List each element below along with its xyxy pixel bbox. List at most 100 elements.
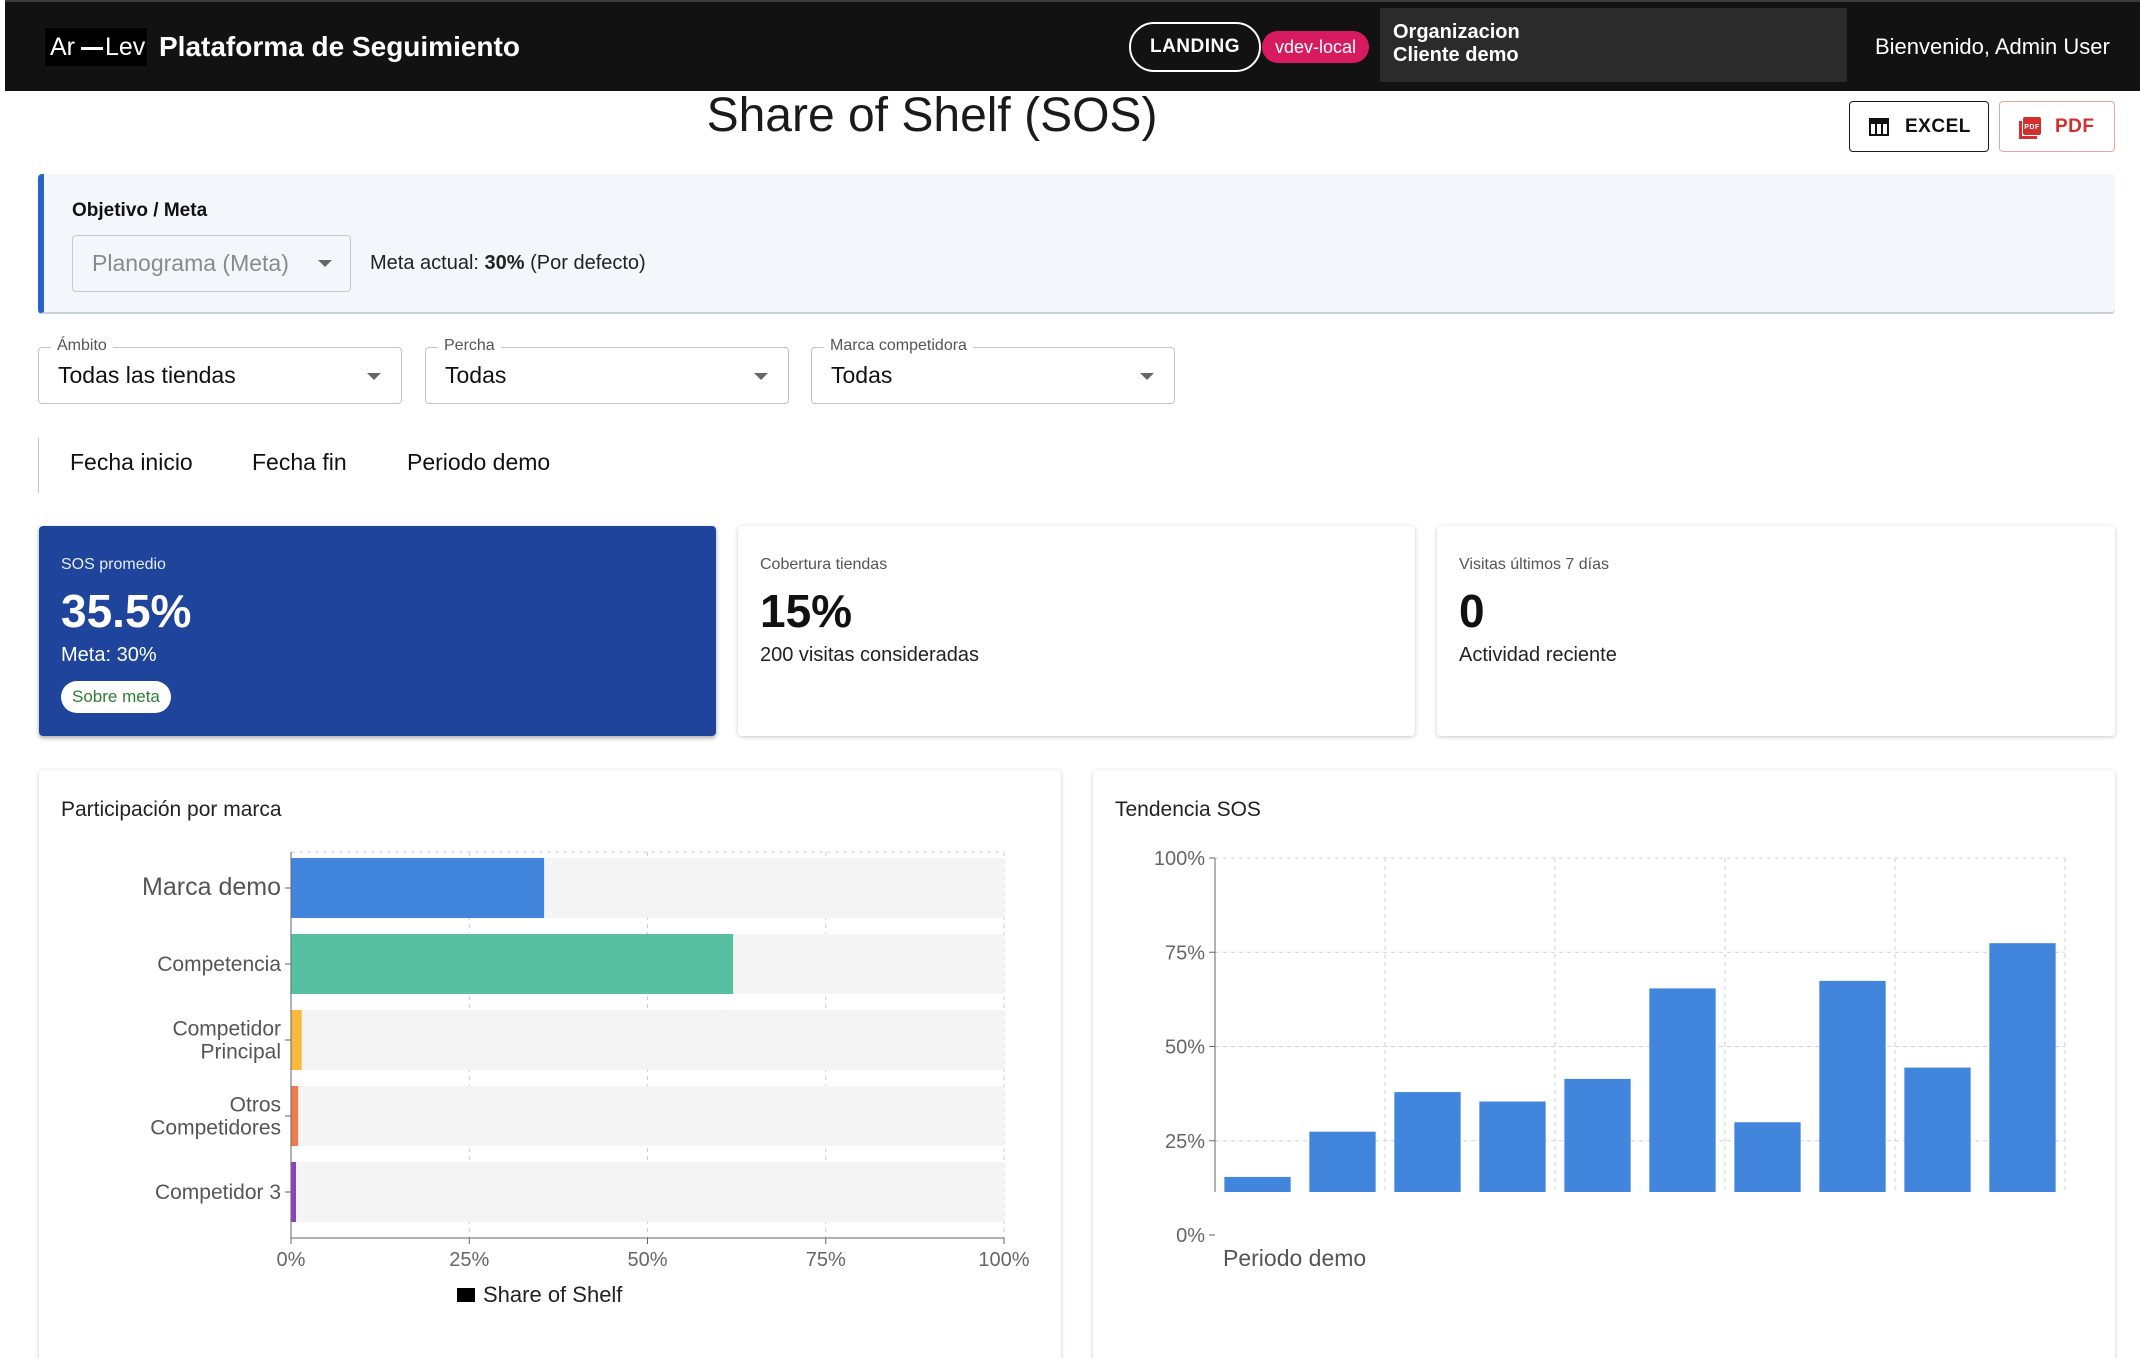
legend-label: Share of Shelf: [483, 1282, 623, 1307]
kpi-label: SOS promedio: [61, 556, 166, 573]
kpi-value: 15%: [760, 585, 853, 637]
organization-name: Cliente demo: [1393, 44, 1519, 66]
chevron-down-icon: [1140, 373, 1154, 380]
bar: [291, 1086, 299, 1146]
sos-trend-chart: 0% 25% 50% 75% 100% Periodo demo: [1154, 848, 2066, 1271]
bar: [1309, 1131, 1376, 1192]
tick-label: 50%: [627, 1249, 667, 1271]
tab-start-date[interactable]: Fecha inicio: [70, 449, 193, 475]
tick-label: Marca demo: [142, 873, 281, 901]
bar: [1394, 1092, 1461, 1192]
status-badge: Sobre meta: [61, 681, 171, 713]
pdf-export-label: PDF: [2055, 116, 2095, 137]
organization-selector[interactable]: Organizacion Cliente demo: [1380, 8, 1847, 82]
chevron-down-icon: [754, 373, 768, 380]
logo-dash: [81, 46, 103, 50]
bar: [291, 1010, 302, 1070]
bar: [1819, 980, 1886, 1192]
chevron-down-icon: [318, 260, 332, 267]
competitor-brand-select[interactable]: Marca competidora Todas: [811, 337, 1175, 404]
tick-label: 50%: [1165, 1037, 1205, 1059]
chart-title: Tendencia SOS: [1115, 798, 1261, 821]
svg-text:PDF: PDF: [2024, 124, 2040, 131]
kpi-label: Cobertura tiendas: [760, 556, 888, 573]
tab-end-date[interactable]: Fecha fin: [252, 449, 347, 475]
tick-label: 0%: [1176, 1225, 1205, 1247]
sos-trend-card: Tendencia SOS 0% 25% 50% 75% 100% Periodo dem…: [1093, 770, 2115, 1358]
organization-label: Organizacion: [1393, 21, 1520, 43]
current-meta-text: Meta actual: 30% (Por defecto): [370, 252, 646, 275]
chevron-down-icon: [367, 373, 381, 380]
excel-export-button[interactable]: EXCEL: [1849, 101, 1989, 152]
kpi-subtitle: Actividad reciente: [1459, 644, 1617, 666]
tick-label: Competidor: [172, 1018, 281, 1041]
brand-share-card: Participación por marca Marca demo Compet…: [39, 770, 1061, 1358]
kpi-label: Visitas últimos 7 días: [1459, 556, 1609, 573]
app-title: Plataforma de Seguimiento: [159, 31, 520, 62]
bar: [1564, 1078, 1631, 1192]
shelf-select-label: Percha: [438, 337, 501, 355]
tick-label: Competencia: [157, 953, 281, 976]
kpi-card-recent-visits: Visitas últimos 7 días 0 Actividad recie…: [1437, 526, 2115, 736]
competitor-brand-select-value: Todas: [831, 362, 893, 388]
objective-label: Objetivo / Meta: [72, 200, 208, 221]
meta-value: 30%: [484, 252, 525, 274]
logo-text-left: Ar: [50, 33, 75, 61]
excel-export-label: EXCEL: [1905, 116, 1971, 137]
bar: [1989, 943, 2056, 1192]
kpi-card-store-coverage: Cobertura tiendas 15% 200 visitas consid…: [738, 526, 1415, 736]
tick-label: 0%: [277, 1249, 306, 1271]
environment-chip: vdev-local: [1262, 31, 1369, 63]
page-title: Share of Shelf (SOS): [706, 89, 1158, 142]
x-axis-label: Periodo demo: [1223, 1245, 1366, 1271]
logo-text-right: Lev: [105, 33, 146, 61]
meta-prefix: Meta actual:: [370, 252, 485, 274]
tick-label: 100%: [1154, 848, 1205, 870]
tick-label: 75%: [806, 1249, 846, 1271]
bar: [1479, 1101, 1546, 1192]
welcome-user[interactable]: Bienvenido, Admin User: [1875, 34, 2110, 59]
chart-title: Participación por marca: [61, 798, 282, 821]
bar-track: [291, 1010, 1004, 1070]
bar: [1649, 988, 1716, 1192]
objective-select[interactable]: Planograma (Meta): [72, 235, 351, 292]
brand-logo[interactable]: Ar Lev: [45, 28, 147, 66]
bar: [291, 858, 545, 918]
shelf-select-value: Todas: [445, 362, 507, 388]
kpi-subtitle: 200 visitas consideradas: [760, 644, 980, 666]
pdf-export-button[interactable]: PDF PDF: [1999, 101, 2115, 152]
bar: [291, 1162, 296, 1222]
legend-swatch: [457, 1288, 475, 1302]
kpi-value: 35.5%: [61, 585, 192, 637]
tick-label: Competidor 3: [155, 1181, 281, 1204]
tick-label: 25%: [1165, 1131, 1205, 1153]
bar: [291, 934, 734, 994]
meta-suffix: (Por defecto): [524, 252, 646, 274]
tab-demo-period[interactable]: Periodo demo: [407, 449, 551, 475]
tick-label: Otros: [230, 1094, 281, 1117]
competitor-brand-select-label: Marca competidora: [824, 337, 973, 355]
date-tab-bar: Fecha inicio Fecha fin Periodo demo: [38, 437, 550, 493]
objective-select-value: Planograma (Meta): [92, 250, 289, 276]
scope-select-value: Todas las tiendas: [58, 362, 236, 388]
bar-track: [291, 1086, 1004, 1146]
bar: [1734, 1122, 1801, 1192]
bar: [1904, 1067, 1971, 1192]
shelf-select[interactable]: Percha Todas: [425, 337, 789, 404]
tick-label: 25%: [449, 1249, 489, 1271]
tick-label: 100%: [978, 1249, 1029, 1271]
landing-button[interactable]: LANDING: [1129, 22, 1261, 72]
tick-label: Principal: [200, 1041, 281, 1064]
tick-label: Competidores: [150, 1117, 281, 1140]
bar-track: [291, 1162, 1004, 1222]
table-icon: [1869, 118, 1889, 136]
brand-share-chart: Marca demo Competencia CompetidorPrincipal…: [142, 851, 1030, 1307]
kpi-subtitle: Meta: 30%: [61, 644, 157, 666]
objective-panel: Objetivo / Meta Planograma (Meta) Meta a…: [38, 174, 2115, 314]
pdf-icon: PDF: [2019, 117, 2041, 139]
bar: [1224, 1176, 1291, 1192]
tick-label: 75%: [1165, 942, 1205, 964]
scope-select[interactable]: Ámbito Todas las tiendas: [38, 337, 402, 404]
scope-select-label: Ámbito: [51, 337, 113, 355]
kpi-value: 0: [1459, 585, 1485, 637]
